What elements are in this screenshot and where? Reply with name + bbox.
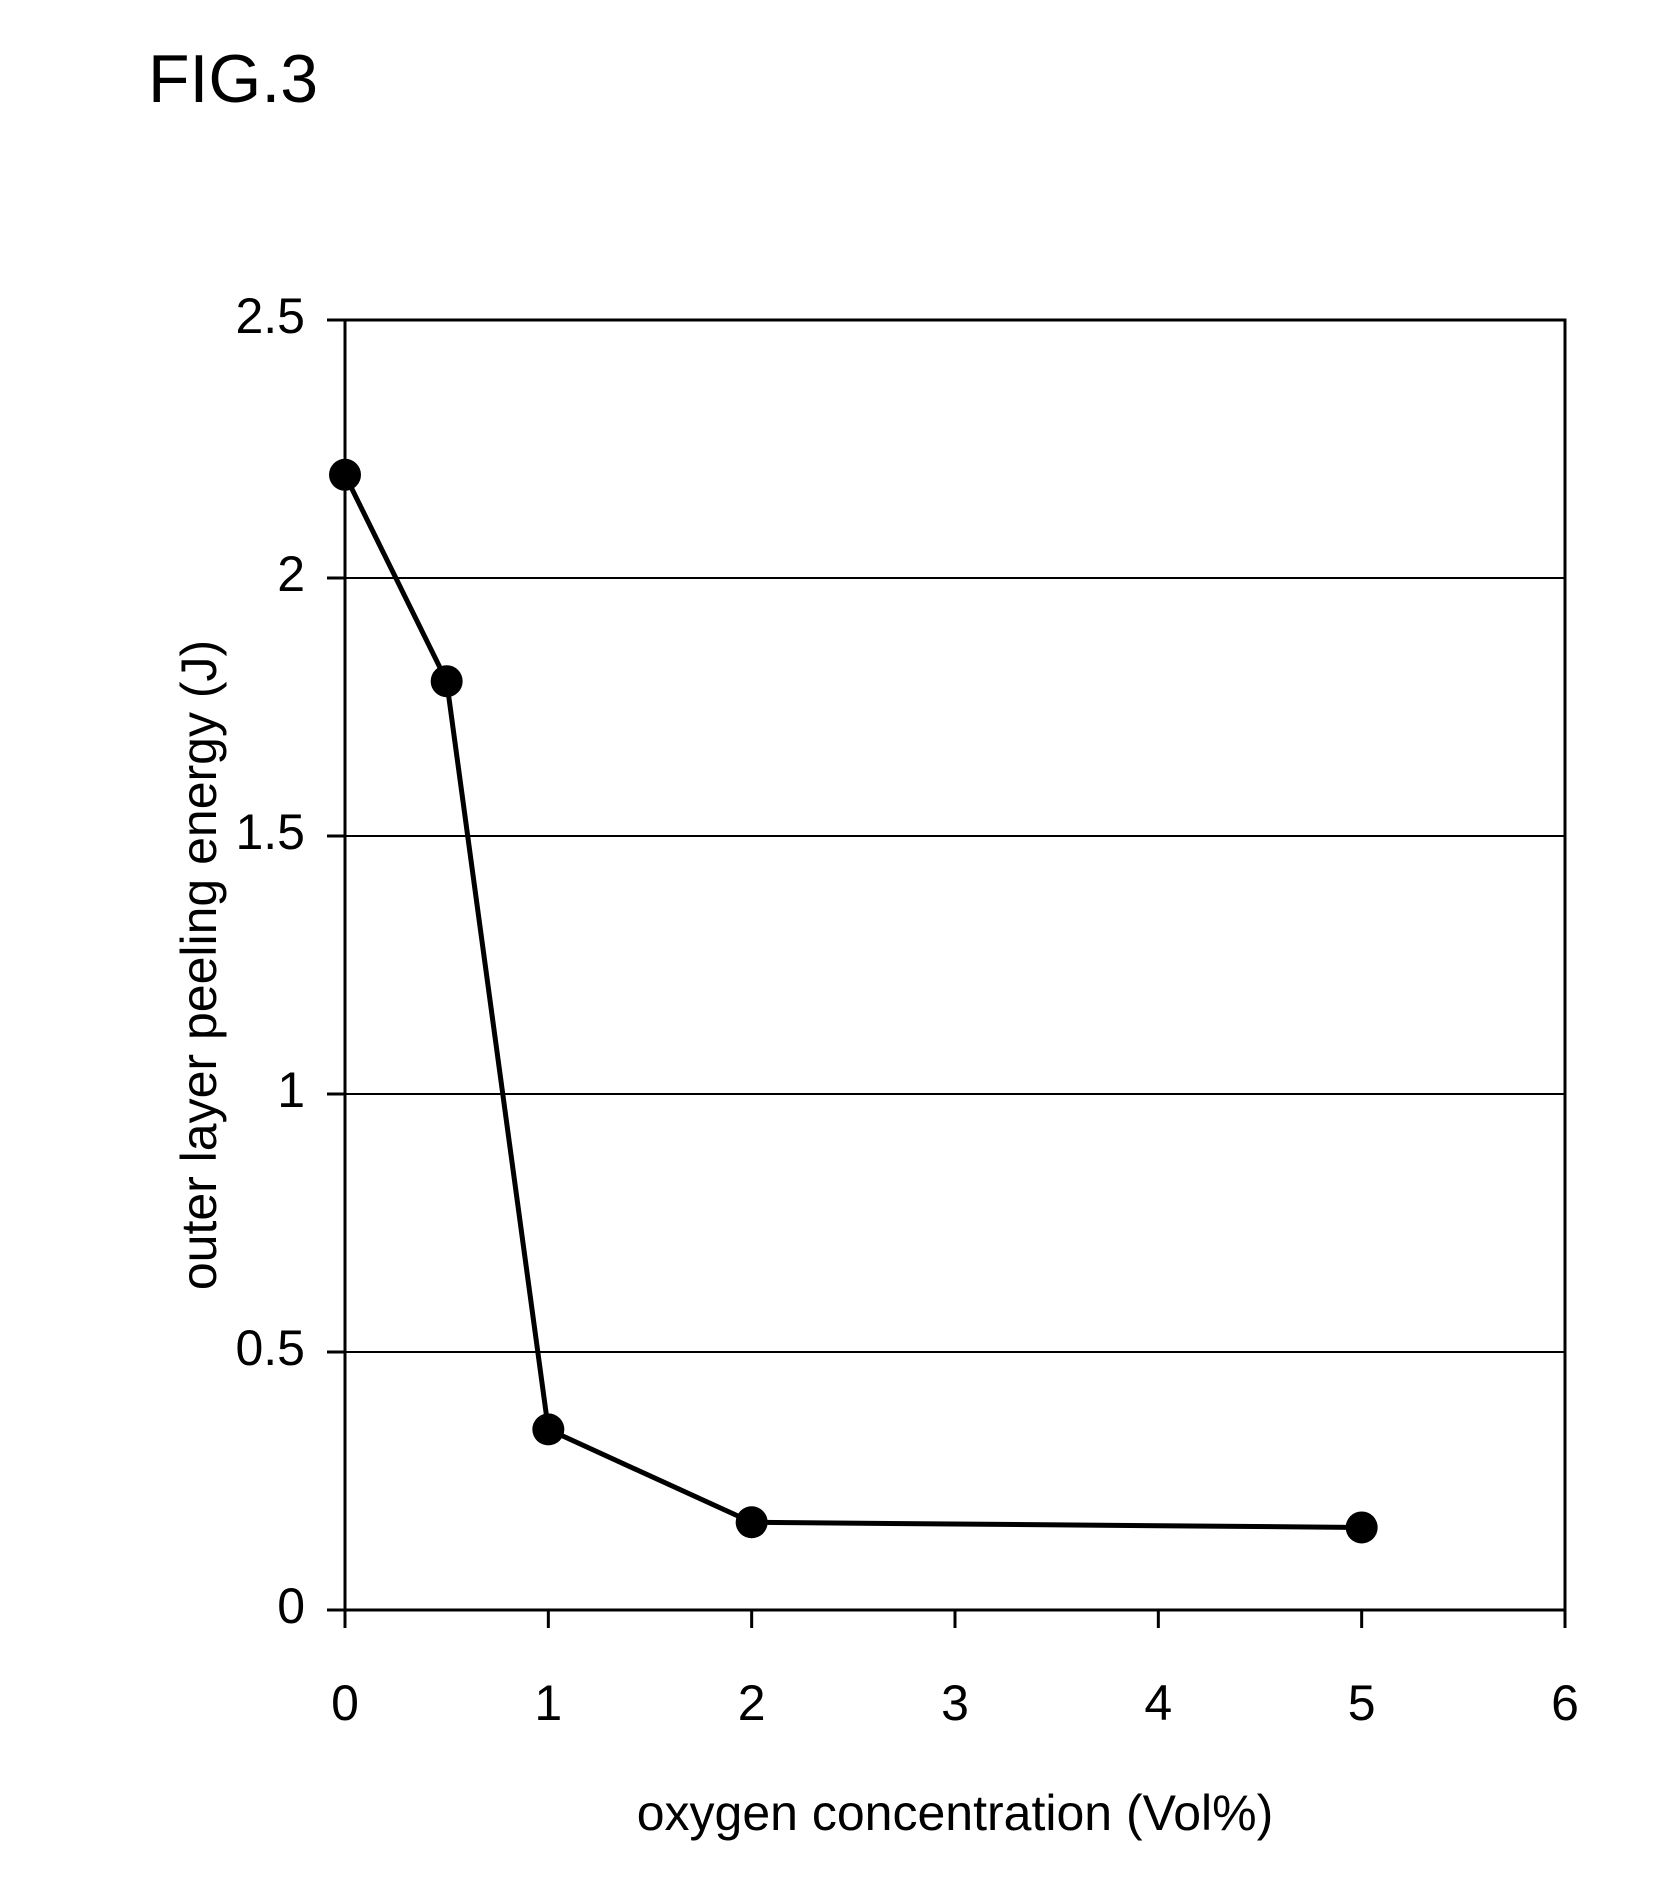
x-tick-label: 1 <box>534 1675 562 1731</box>
series-marker <box>431 665 463 697</box>
y-tick-label: 0 <box>277 1578 305 1634</box>
x-tick-label: 2 <box>738 1675 766 1731</box>
page: FIG.3 0 1 2 3 4 5 6 0 0.5 1 1.5 2 2.5 outer layer pe… <box>0 0 1676 1892</box>
figure-label: FIG.3 <box>148 40 318 118</box>
chart-svg: 0 1 2 3 4 5 6 0 0.5 1 1.5 2 2.5 <box>140 260 1600 1820</box>
x-axis-label: oxygen concentration (Vol%) <box>345 1784 1565 1842</box>
series-marker <box>1346 1511 1378 1543</box>
x-tick-label: 5 <box>1348 1675 1376 1731</box>
x-tick-label: 4 <box>1144 1675 1172 1731</box>
x-tick-label: 3 <box>941 1675 969 1731</box>
y-tick-label: 2.5 <box>235 288 305 344</box>
x-tick-label: 6 <box>1551 1675 1579 1731</box>
chart-container: 0 1 2 3 4 5 6 0 0.5 1 1.5 2 2.5 <box>140 260 1600 1820</box>
y-tick-label: 1 <box>277 1062 305 1118</box>
y-tick-label: 1.5 <box>235 804 305 860</box>
y-tick-label: 2 <box>277 546 305 602</box>
x-tick-label: 0 <box>331 1675 359 1731</box>
series-marker <box>736 1506 768 1538</box>
y-axis-label: outer layer peeling energy (J) <box>170 320 228 1610</box>
series-marker <box>532 1413 564 1445</box>
y-tick-label: 0.5 <box>235 1320 305 1376</box>
series-marker <box>329 459 361 491</box>
